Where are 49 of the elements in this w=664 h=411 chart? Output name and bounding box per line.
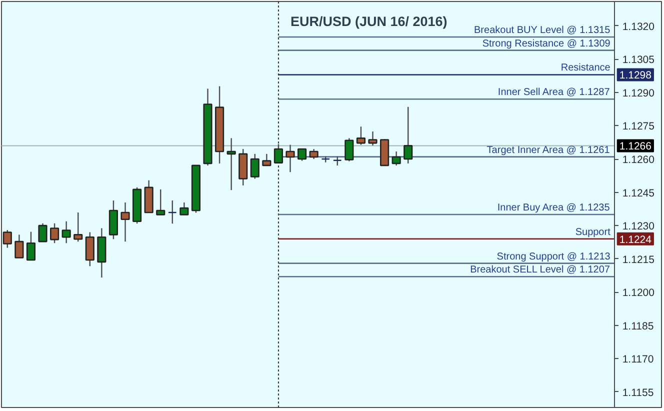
candlestick	[74, 212, 83, 242]
candlestick	[368, 130, 378, 146]
y-tick-label: 1.1305	[622, 54, 655, 66]
text: EUR/USD (JUN 16/ 2016)	[290, 14, 448, 29]
candlestick	[344, 138, 354, 162]
candlestick	[120, 202, 130, 242]
annotation: 1.1298	[619, 70, 652, 82]
candlestick	[297, 148, 307, 162]
candlestick	[250, 153, 260, 180]
candlestick	[274, 144, 284, 164]
ref-line-label: Inner Sell Area @ 1.1287	[498, 87, 610, 98]
candlestick	[309, 148, 318, 160]
y-tick-label: 1.1275	[622, 120, 655, 133]
candlestick	[62, 220, 71, 244]
candlestick	[156, 188, 166, 216]
ref-line-label: Resistance	[560, 62, 611, 74]
candlestick	[168, 200, 177, 224]
candlestick	[85, 232, 94, 267]
y-tick-label: 1.1230	[622, 220, 655, 233]
candlestick	[226, 138, 236, 191]
candlestick	[392, 150, 401, 166]
ref-line-label: Target Inner Area @ 1.1261	[486, 144, 610, 156]
y-tick-label: 1.1185	[622, 320, 654, 332]
annotation: 1.1224	[619, 234, 652, 246]
ref-line-label: Strong Support @ 1.1213	[496, 251, 611, 262]
candlestick	[404, 106, 413, 164]
ref-line-label: Inner Buy Area @ 1.1235	[497, 202, 610, 214]
candlestick	[14, 234, 24, 258]
ref-line-label: Support	[575, 226, 611, 238]
y-tick-label: 1.1320	[622, 20, 655, 33]
candlestick	[356, 126, 366, 146]
y-tick-label: 1.1170	[622, 354, 654, 366]
candlestick	[286, 144, 295, 173]
annotation: 1.1266	[619, 140, 652, 153]
y-tick-label: 1.1215	[622, 254, 655, 266]
y-tick-label: 1.1155	[622, 386, 654, 399]
candlestick	[332, 156, 342, 166]
y-tick-label: 1.1200	[622, 287, 655, 300]
y-tick-label: 1.1245	[622, 187, 655, 200]
candlestick	[50, 222, 60, 244]
ref-line-label: Strong Resistance @ 1.1309	[482, 38, 611, 50]
ref-line-label: Breakout SELL Level @ 1.1207	[470, 264, 610, 276]
candlestick	[180, 202, 189, 216]
candlestick	[26, 231, 36, 261]
candlestick	[38, 222, 48, 242]
candlestick	[262, 153, 272, 166]
y-tick-label: 1.1260	[622, 154, 655, 166]
ref-line-label: Breakout BUY Level @ 1.1315	[474, 24, 611, 36]
y-tick-label: 1.1290	[622, 87, 655, 100]
